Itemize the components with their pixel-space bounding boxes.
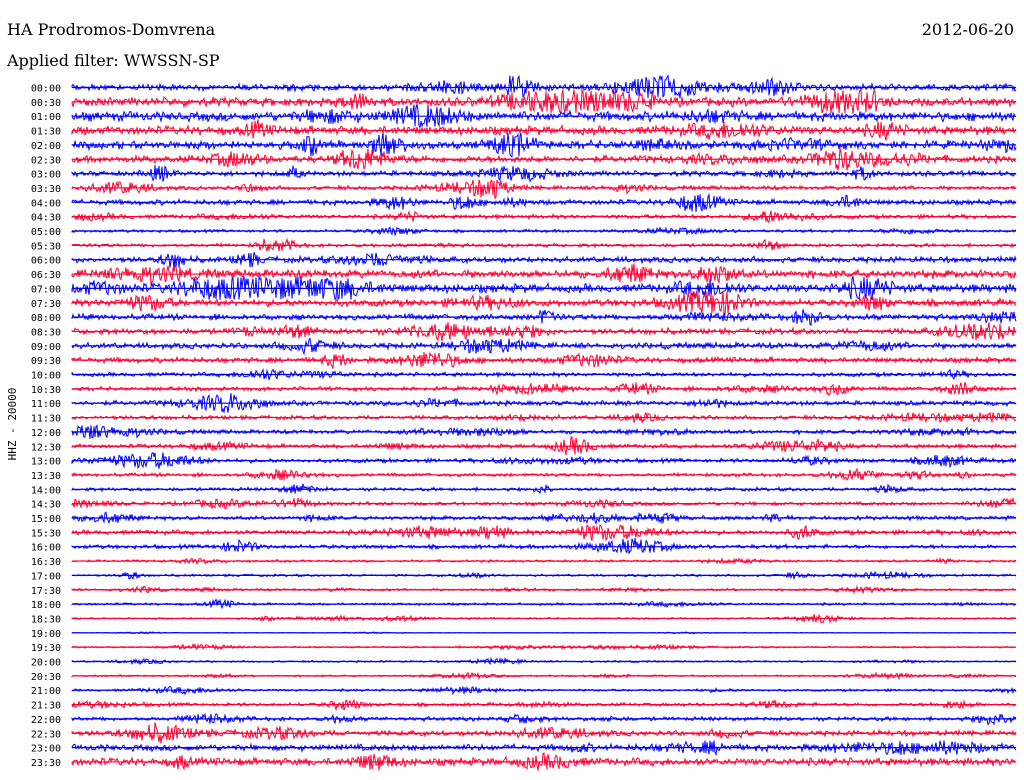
row-time-label: 18:30	[31, 614, 61, 625]
trace-row	[71, 722, 1017, 744]
trace-row	[71, 424, 1017, 439]
row-time-label: 16:30	[31, 557, 61, 568]
row-time-label: 04:30	[31, 213, 61, 224]
row-time-label: 07:30	[31, 299, 61, 310]
seismogram-traces	[71, 74, 1017, 771]
row-time-label: 11:30	[31, 414, 61, 425]
row-time-label: 01:30	[31, 127, 61, 138]
row-time-label: 07:00	[31, 284, 61, 295]
trace-row	[71, 699, 1017, 712]
row-time-label: 10:00	[31, 371, 61, 382]
trace-row	[71, 164, 1017, 183]
row-time-label: 01:00	[31, 112, 61, 123]
row-time-label: 08:30	[31, 327, 61, 338]
row-time-label: 19:30	[31, 643, 61, 654]
row-time-label: 06:30	[31, 270, 61, 281]
row-time-label: 00:30	[31, 98, 61, 109]
record-date: 2012-06-20	[921, 20, 1014, 39]
trace-row	[71, 179, 1017, 200]
trace-row	[71, 252, 1017, 270]
row-time-label: 03:30	[31, 184, 61, 195]
trace-row	[71, 740, 1017, 757]
row-time-label: 12:30	[31, 442, 61, 453]
row-time-label: 09:00	[31, 342, 61, 353]
row-time-label: 22:00	[31, 715, 61, 726]
row-time-label: 14:00	[31, 485, 61, 496]
row-time-label: 16:00	[31, 543, 61, 554]
row-time-label: 19:00	[31, 629, 61, 640]
trace-row	[71, 119, 1017, 141]
row-time-label: 05:30	[31, 241, 61, 252]
row-time-label: 23:30	[31, 758, 61, 769]
row-time-label: 02:00	[31, 141, 61, 152]
row-time-label: 09:30	[31, 356, 61, 367]
row-time-label: 11:00	[31, 399, 61, 410]
row-time-label: 23:00	[31, 744, 61, 755]
row-time-label: 04:00	[31, 198, 61, 209]
row-time-label: 22:30	[31, 729, 61, 740]
row-time-label: 12:00	[31, 428, 61, 439]
station-title: HA Prodromos-Domvrena	[7, 20, 216, 39]
row-time-label: 17:00	[31, 571, 61, 582]
row-time-label: 21:00	[31, 686, 61, 697]
applied-filter: Applied filter: WWSSN-SP	[7, 51, 220, 70]
row-time-label: 21:30	[31, 701, 61, 712]
trace-row	[71, 483, 1017, 495]
row-time-label: 10:30	[31, 385, 61, 396]
trace-row	[71, 210, 1017, 224]
row-time-label: 03:00	[31, 170, 61, 181]
row-time-label: 00:00	[31, 84, 61, 95]
row-time-label: 06:00	[31, 256, 61, 267]
row-time-label: 05:00	[31, 227, 61, 238]
row-time-label: 15:00	[31, 514, 61, 525]
row-time-label: 15:30	[31, 528, 61, 539]
row-time-labels: 00:00 00:30 01:00 01:30 02:00 02:30 03:00 03:30…	[31, 84, 61, 769]
row-time-label: 20:30	[31, 672, 61, 683]
trace-row	[71, 538, 1017, 554]
trace-row	[71, 411, 1017, 424]
row-time-label: 14:30	[31, 500, 61, 511]
row-time-label: 13:30	[31, 471, 61, 482]
row-time-label: 18:00	[31, 600, 61, 611]
trace-row	[71, 436, 1017, 456]
row-time-label: 08:00	[31, 313, 61, 324]
channel-label: HHZ - 20000	[6, 388, 19, 461]
row-time-label: 13:00	[31, 457, 61, 468]
trace-row	[71, 263, 1017, 285]
row-time-label: 02:30	[31, 155, 61, 166]
trace-row	[71, 192, 1017, 213]
row-time-label: 20:00	[31, 658, 61, 669]
row-time-label: 17:30	[31, 586, 61, 597]
